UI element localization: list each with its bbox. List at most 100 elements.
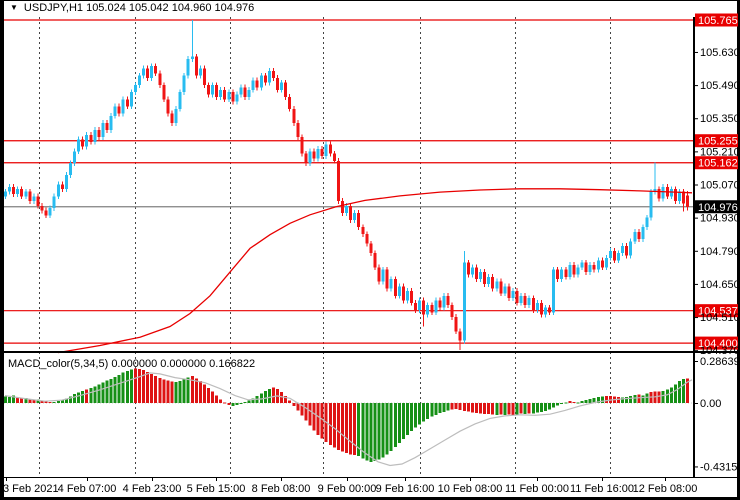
candle-body bbox=[97, 130, 101, 138]
macd-bar bbox=[97, 384, 101, 403]
macd-bar bbox=[365, 403, 369, 461]
macd-bar bbox=[446, 403, 450, 411]
candle-body bbox=[81, 139, 85, 147]
horizontal-level-lines bbox=[4, 19, 693, 344]
price-flag-bg bbox=[695, 200, 738, 214]
macd-bar bbox=[669, 387, 673, 403]
candle-body bbox=[154, 66, 158, 74]
macd-bar bbox=[479, 403, 483, 414]
macd-bar bbox=[511, 403, 515, 415]
frame-edge bbox=[0, 351, 740, 353]
macd-bar bbox=[243, 402, 247, 404]
price-tick-label: 104.930 bbox=[700, 213, 740, 225]
macd-bar bbox=[625, 396, 629, 403]
price-tick-label: 105.350 bbox=[700, 113, 740, 125]
macd-bar bbox=[60, 400, 64, 403]
candle-body bbox=[101, 122, 105, 138]
candle-body bbox=[316, 149, 320, 159]
candle-body bbox=[44, 210, 48, 216]
macd-bar bbox=[523, 403, 527, 415]
macd-bar bbox=[357, 403, 361, 456]
time-tick-label[interactable]: 11 Feb 16:00 bbox=[570, 483, 634, 495]
time-tick-label[interactable]: 9 Feb 16:00 bbox=[376, 483, 435, 495]
moving-average-line[interactable] bbox=[57, 188, 693, 354]
candle-body bbox=[36, 196, 40, 206]
macd-bar bbox=[32, 400, 36, 403]
candle-body bbox=[649, 191, 653, 218]
macd-bar bbox=[381, 403, 385, 458]
macd-bar bbox=[665, 389, 669, 403]
candle-body bbox=[158, 73, 162, 86]
candle-body bbox=[137, 75, 141, 86]
time-tick-label[interactable]: 5 Feb 15:00 bbox=[187, 483, 246, 495]
candle-body bbox=[8, 186, 12, 192]
macd-bar bbox=[40, 400, 44, 403]
candle-body bbox=[584, 262, 588, 273]
candle-body bbox=[4, 191, 7, 197]
macd-bar bbox=[20, 398, 24, 403]
candle-body bbox=[560, 269, 564, 280]
macd-bar bbox=[81, 390, 85, 403]
macd-bar bbox=[556, 403, 560, 406]
time-tick-label[interactable]: 3 Feb 2021 bbox=[3, 483, 59, 495]
candle-body bbox=[507, 286, 511, 299]
candle-body bbox=[535, 302, 539, 310]
candle-body bbox=[133, 85, 137, 93]
macd-bar bbox=[8, 397, 12, 403]
macd-bar bbox=[202, 384, 206, 403]
candle-body bbox=[600, 260, 604, 268]
macd-bar bbox=[572, 401, 576, 403]
candle-body bbox=[194, 56, 198, 76]
price-flag-bg bbox=[695, 134, 738, 148]
macd-bar bbox=[219, 399, 223, 403]
time-tick-label[interactable]: 11 Feb 00:00 bbox=[505, 483, 569, 495]
macd-bar bbox=[657, 391, 661, 403]
candle-body bbox=[588, 264, 592, 273]
macd-bar bbox=[182, 379, 186, 403]
macd-bar bbox=[560, 403, 564, 405]
time-tick-label[interactable]: 4 Feb 23:00 bbox=[123, 483, 182, 495]
macd-bar bbox=[73, 394, 77, 403]
candle-body bbox=[539, 302, 543, 315]
candle-body bbox=[12, 186, 16, 194]
candle-body bbox=[304, 153, 308, 164]
macd-bar bbox=[146, 372, 150, 403]
macd-bar bbox=[397, 403, 401, 443]
macd-bar bbox=[129, 369, 133, 403]
candle-body bbox=[474, 267, 478, 280]
macd-bar bbox=[401, 403, 405, 439]
candle-body bbox=[414, 302, 418, 310]
macd-bar bbox=[320, 403, 324, 439]
candle-body bbox=[178, 92, 182, 109]
chart-title: USDJPY,H1 105.024 105.042 104.960 104.97… bbox=[23, 2, 255, 14]
macd-bar bbox=[422, 403, 426, 422]
time-tick-label[interactable]: 8 Feb 08:00 bbox=[252, 483, 311, 495]
macd-bar bbox=[414, 403, 418, 428]
candle-body bbox=[637, 231, 641, 239]
time-tick-label[interactable]: 4 Feb 07:00 bbox=[58, 483, 117, 495]
candle-body bbox=[292, 108, 296, 123]
frame-edge bbox=[693, 17, 695, 478]
candle-body bbox=[552, 269, 556, 313]
time-tick-label[interactable]: 12 Feb 08:00 bbox=[633, 483, 698, 495]
time-tick-label[interactable]: 10 Feb 08:00 bbox=[438, 483, 503, 495]
macd-bar bbox=[474, 403, 478, 413]
macd-bar bbox=[340, 403, 344, 452]
macd-bar bbox=[458, 403, 462, 411]
time-tick-label[interactable]: 9 Feb 00:00 bbox=[318, 483, 377, 495]
macd-bar bbox=[308, 403, 312, 426]
macd-bar bbox=[207, 388, 210, 403]
candle-body bbox=[300, 137, 304, 154]
macd-bar bbox=[198, 381, 202, 403]
candle-body bbox=[673, 189, 677, 202]
chart-title-bar: ▼ USDJPY,H1 105.024 105.042 104.960 104.9… bbox=[10, 2, 254, 16]
candle-body bbox=[410, 291, 413, 303]
candle-body bbox=[247, 89, 251, 97]
candle-body bbox=[202, 68, 206, 86]
macd-bar bbox=[105, 380, 109, 403]
candle-body bbox=[231, 92, 235, 102]
macd-bar bbox=[150, 374, 154, 403]
symbol-dropdown-icon[interactable]: ▼ bbox=[10, 3, 18, 12]
